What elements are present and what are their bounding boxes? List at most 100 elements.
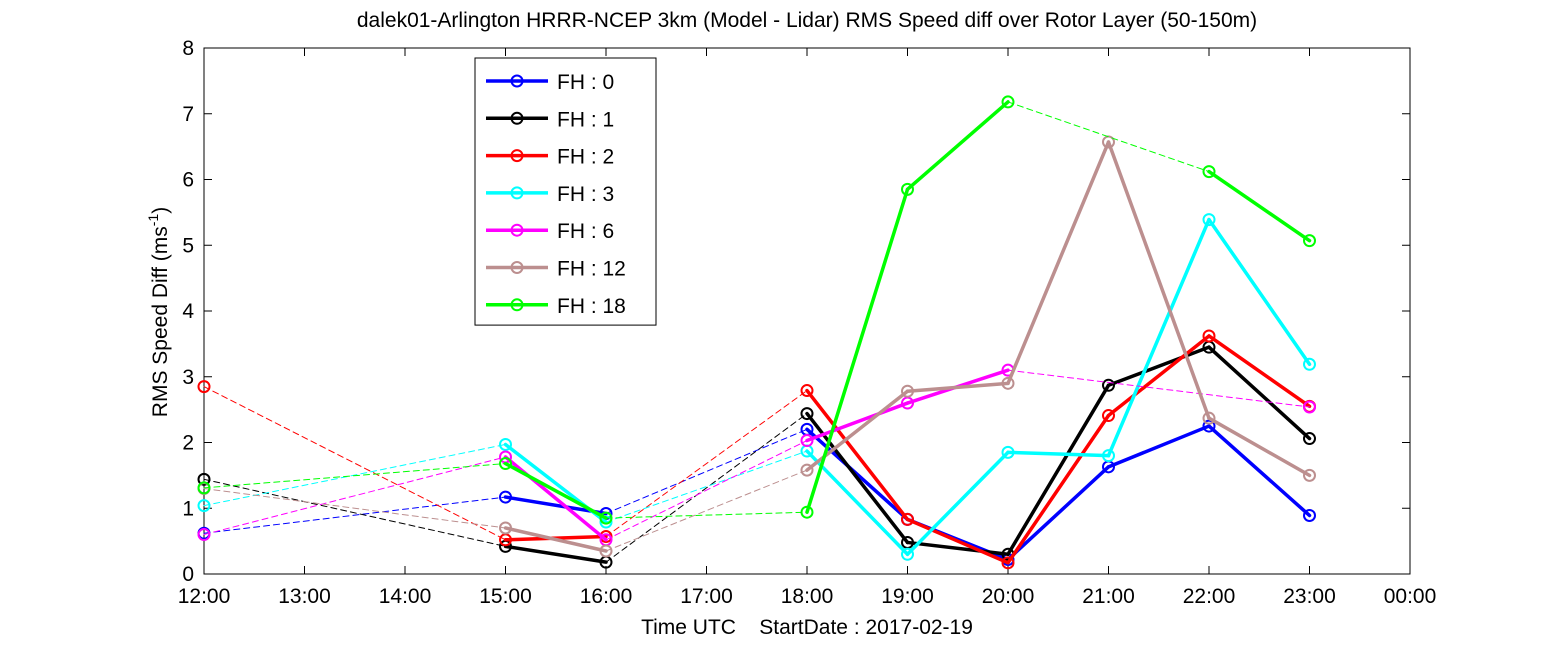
series-segment <box>1106 345 1211 388</box>
data-point <box>1202 411 1216 425</box>
x-tick-label: 14:00 <box>379 585 432 608</box>
series-fh-18 <box>197 95 1316 525</box>
data-point <box>599 511 613 525</box>
y-axis-label-main: RMS Speed Diff (ms <box>149 226 172 417</box>
y-tick-label: 5 <box>182 234 194 257</box>
data-point <box>197 472 211 486</box>
x-tick-label: 00:00 <box>1384 585 1437 608</box>
series-gap-segment <box>203 463 506 489</box>
data-point <box>901 512 914 526</box>
data-point <box>1303 508 1316 522</box>
series-segment <box>905 381 1010 393</box>
y-axis-label: RMS Speed Diff (ms-1) <box>145 207 172 417</box>
data-point <box>1202 213 1216 227</box>
data-point <box>599 544 613 558</box>
x-tick-label: 13:00 <box>278 585 331 608</box>
series-segment <box>805 427 910 522</box>
legend-swatch-marker <box>510 261 524 274</box>
series-segment <box>905 540 1010 557</box>
series-segment <box>1006 383 1111 557</box>
series-gap-segment <box>605 469 808 552</box>
legend-entry: FH : 1 <box>486 108 614 131</box>
series-segment <box>503 544 608 564</box>
legend-entry: FH : 18 <box>486 295 626 318</box>
legend-swatch-marker <box>510 223 524 237</box>
series-segment <box>1106 334 1211 418</box>
series-segment <box>1006 140 1111 386</box>
y-tick-label: 8 <box>182 37 194 60</box>
series-gap-segment <box>203 456 506 536</box>
series-segment <box>805 401 910 443</box>
y-tick-label: 2 <box>182 432 194 455</box>
plot-area: 12:00 13:00 14:00 15:00 16:00 17:00 18:00 19:00… <box>178 37 1437 608</box>
data-point <box>1202 165 1216 179</box>
legend-swatch-marker <box>510 186 524 200</box>
y-tick-label: 1 <box>182 497 194 520</box>
data-point <box>1001 376 1015 390</box>
series-segment <box>1006 413 1111 565</box>
series-gap-segment <box>605 390 808 538</box>
data-point <box>1303 468 1316 482</box>
series-segment <box>1006 450 1111 458</box>
legend-label: FH : 0 <box>557 71 614 94</box>
legend-swatch-marker <box>510 149 524 163</box>
data-point <box>499 490 512 504</box>
data-point <box>499 437 512 451</box>
x-tick-label: 17:00 <box>680 585 733 608</box>
x-tick-label: 15:00 <box>479 585 532 608</box>
x-tick-label: 16:00 <box>580 585 633 608</box>
y-axis-label-close: ) <box>149 207 172 214</box>
legend: FH : 0 FH : 1 FH : 2 FH : 3 FH : 6 FH : 12 FH … <box>474 57 657 326</box>
data-point <box>800 505 814 519</box>
y-axis-label-superscript: -1 <box>145 214 161 227</box>
x-tick-label: 22:00 <box>1183 585 1236 608</box>
series-segment <box>805 449 910 557</box>
legend-label: FH : 3 <box>557 183 614 206</box>
series-segment <box>805 187 910 514</box>
series-gap-segment <box>203 496 506 534</box>
legend-entry: FH : 6 <box>486 220 614 243</box>
series-fh-12 <box>197 135 1316 558</box>
y-tick-label: 3 <box>182 366 194 389</box>
data-point <box>1303 432 1316 446</box>
legend-label: FH : 12 <box>557 258 626 281</box>
data-point <box>1001 95 1015 109</box>
data-point <box>499 521 512 535</box>
series-fh-2 <box>197 329 1316 570</box>
data-point <box>901 547 914 561</box>
x-tick-label: 18:00 <box>781 585 834 608</box>
data-point <box>197 499 211 513</box>
series-segment <box>905 517 1010 565</box>
x-tick-label: 23:00 <box>1283 585 1336 608</box>
series-segment <box>1006 465 1111 562</box>
data-point <box>1303 357 1316 371</box>
legend-swatch-marker <box>510 74 524 88</box>
data-point <box>1202 419 1216 433</box>
series-segment <box>1106 424 1211 469</box>
legend-label: FH : 6 <box>557 220 614 243</box>
y-tick-label: 4 <box>182 300 194 323</box>
series-segment <box>805 388 910 522</box>
series-gap-segment <box>1007 101 1210 173</box>
series-segment <box>503 461 608 520</box>
data-point <box>1102 378 1115 392</box>
x-tick-label: 21:00 <box>1082 585 1135 608</box>
series-segment <box>503 526 608 553</box>
y-tick-label: 7 <box>182 103 194 126</box>
data-point <box>901 384 914 398</box>
series-segment <box>1207 424 1312 518</box>
x-axis-label: Time UTC StartDate : 2017-02-19 <box>641 616 973 639</box>
data-point <box>1303 400 1316 414</box>
series-segment <box>1207 334 1312 409</box>
legend-entry: FH : 2 <box>486 146 614 169</box>
data-point <box>1202 329 1216 343</box>
series-segment <box>905 100 1010 192</box>
series-segment <box>1106 140 1211 420</box>
series-gap-segment <box>203 488 506 529</box>
data-point <box>197 481 211 495</box>
series-segment <box>905 450 1010 557</box>
data-point <box>197 380 211 394</box>
legend-entry: FH : 0 <box>486 71 614 94</box>
